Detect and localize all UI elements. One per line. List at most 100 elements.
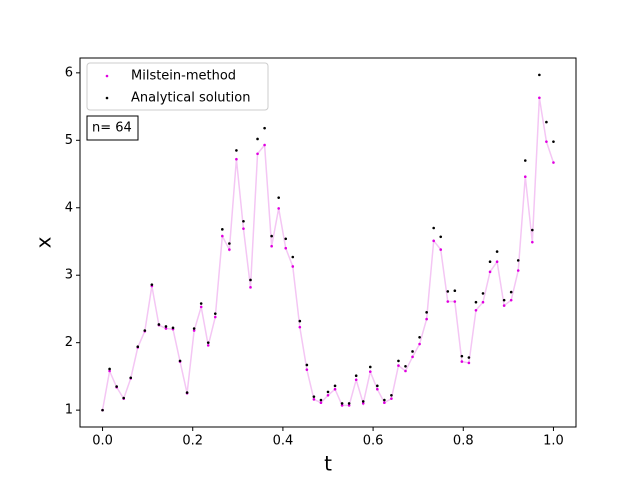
point (453, 289, 457, 293)
point (439, 248, 443, 251)
point (460, 354, 464, 358)
point (263, 126, 266, 130)
point (305, 363, 309, 367)
y-tick-label: 4 (65, 200, 73, 215)
legend-marker (105, 74, 109, 78)
point (115, 385, 118, 388)
point (446, 290, 450, 293)
point (298, 325, 302, 329)
point (164, 327, 168, 330)
point (185, 391, 189, 394)
point (368, 365, 372, 369)
point (108, 369, 111, 373)
point (418, 335, 421, 339)
legend-label: Milstein-method (131, 69, 236, 84)
point (411, 355, 414, 359)
point (488, 270, 492, 274)
y-tick-label: 6 (65, 65, 73, 80)
point (446, 300, 450, 303)
y-axis-label: x (32, 236, 56, 248)
x-tick-label: 0.8 (453, 434, 474, 449)
x-tick-label: 0.0 (92, 434, 113, 449)
point (242, 219, 245, 223)
point (333, 384, 337, 388)
point (150, 283, 154, 286)
point (523, 175, 527, 179)
point (340, 402, 344, 405)
point (277, 207, 280, 210)
point (460, 360, 464, 363)
point (474, 300, 478, 304)
series-line (101, 97, 555, 411)
point (199, 302, 203, 305)
point (531, 228, 534, 232)
point (340, 404, 344, 407)
point (178, 359, 182, 363)
point (425, 311, 428, 314)
point (277, 196, 280, 199)
point (418, 342, 421, 346)
point (481, 292, 485, 295)
point (354, 378, 358, 382)
point (354, 374, 358, 378)
point (221, 234, 224, 238)
point (552, 161, 555, 164)
y-tick-label: 1 (65, 403, 73, 418)
plot-frame (79, 57, 577, 428)
point (213, 312, 217, 315)
point (143, 329, 147, 332)
x-tick-label: 0.2 (182, 434, 203, 449)
point (192, 327, 196, 330)
point (390, 393, 393, 397)
point (235, 149, 238, 152)
point (467, 361, 471, 365)
point (347, 402, 351, 405)
y-tick-label: 2 (65, 335, 73, 350)
point (206, 341, 210, 344)
point (404, 364, 407, 368)
legend-marker (105, 96, 109, 100)
point (538, 96, 541, 100)
point (136, 345, 140, 349)
point (326, 390, 330, 394)
point (228, 248, 231, 251)
point (495, 260, 499, 264)
legend-box (86, 62, 269, 111)
point (270, 234, 273, 238)
point (404, 369, 407, 373)
point (235, 157, 238, 161)
point (502, 298, 506, 302)
point (164, 325, 168, 328)
point (213, 315, 217, 319)
annotation: n= 64 (92, 121, 132, 136)
point (390, 397, 393, 400)
point (523, 159, 527, 162)
point (206, 344, 210, 347)
y-tick-label: 5 (65, 133, 73, 148)
point (495, 250, 499, 253)
point (545, 140, 548, 143)
point (221, 228, 224, 231)
point (291, 265, 295, 268)
point (488, 260, 492, 264)
point (347, 404, 351, 407)
point (291, 255, 295, 259)
point (263, 143, 266, 147)
point (242, 227, 245, 230)
point (531, 240, 534, 244)
point (432, 226, 435, 230)
point (101, 408, 104, 412)
point (319, 401, 323, 405)
point (481, 300, 485, 304)
point (319, 398, 323, 402)
point (361, 402, 365, 405)
point (333, 387, 337, 391)
y-tick-label: 3 (65, 268, 73, 283)
point (552, 140, 555, 143)
point (453, 300, 457, 303)
point (192, 329, 196, 332)
point (467, 356, 471, 359)
x-tick-label: 0.6 (363, 434, 384, 449)
point (397, 364, 400, 367)
